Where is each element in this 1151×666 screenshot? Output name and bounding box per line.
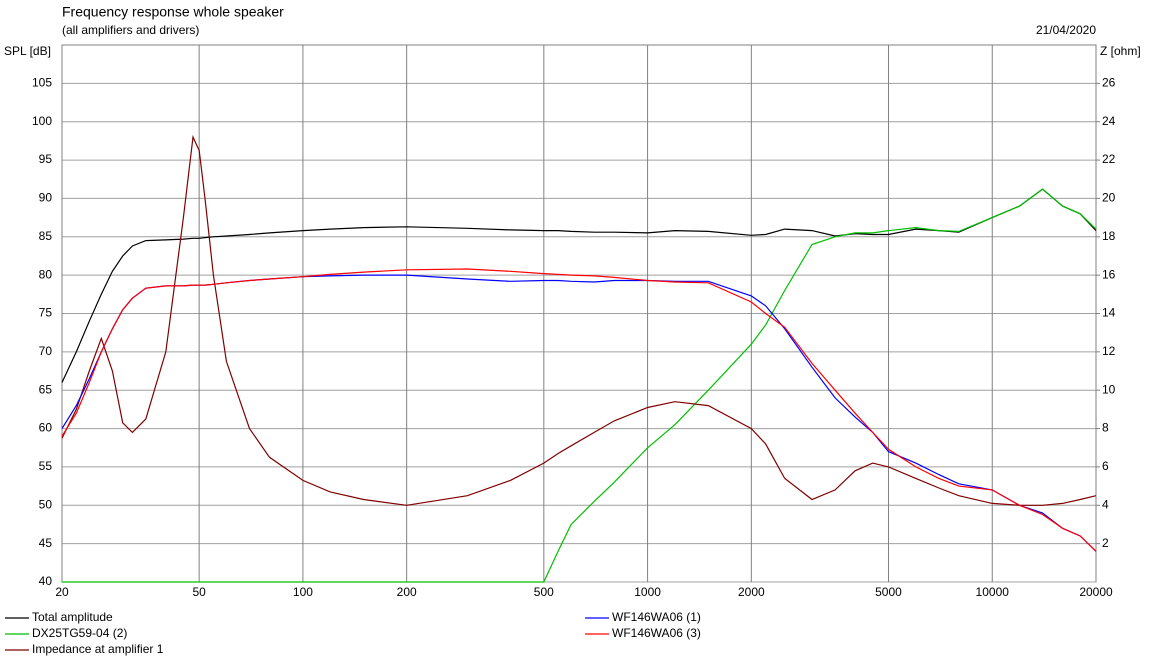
- y2-tick-label: 8: [1102, 421, 1109, 435]
- y2-tick-label: 4: [1102, 497, 1109, 511]
- y2-tick-label: 6: [1102, 459, 1109, 473]
- y2-tick-label: 22: [1102, 152, 1116, 166]
- date: 21/04/2020: [1036, 23, 1096, 37]
- y2-tick-label: 18: [1102, 229, 1116, 243]
- y-tick-label: 100: [32, 114, 52, 128]
- series-line: [61, 188, 1097, 383]
- y-tick-label: 90: [39, 191, 53, 205]
- y-tick-label: 55: [39, 459, 53, 473]
- y-tick-label: 70: [39, 344, 53, 358]
- y2-tick-label: 12: [1102, 344, 1116, 358]
- y-tick-label: 65: [39, 382, 53, 396]
- y2-tick-label: 2: [1102, 536, 1109, 550]
- y2-tick-label: 14: [1102, 306, 1116, 320]
- y2-tick-label: 10: [1102, 382, 1116, 396]
- legend-label: WF146WA06 (3): [612, 626, 701, 640]
- y2-tick-label: 24: [1102, 114, 1116, 128]
- x-tick-label: 10000: [976, 585, 1010, 599]
- y-tick-label: 85: [39, 229, 53, 243]
- y-tick-label: 45: [39, 536, 53, 550]
- chart-title: Frequency response whole speaker: [62, 4, 284, 20]
- legend-label: DX25TG59-04 (2): [32, 626, 127, 640]
- x-tick-label: 1000: [634, 585, 661, 599]
- x-tick-label: 200: [397, 585, 417, 599]
- y2-axis-label: Z [ohm]: [1100, 44, 1141, 58]
- chart-subtitle: (all amplifiers and drivers): [62, 23, 199, 37]
- y2-tick-label: 16: [1102, 267, 1116, 281]
- series-line: [62, 188, 1097, 583]
- x-tick-label: 5000: [875, 585, 902, 599]
- y-tick-label: 40: [39, 574, 53, 588]
- x-tick-label: 500: [534, 585, 554, 599]
- x-tick-label: 50: [192, 585, 206, 599]
- legend-label: Total amplitude: [32, 610, 113, 624]
- y-tick-label: 80: [39, 267, 53, 281]
- x-tick-label: 100: [293, 585, 313, 599]
- y-tick-label: 95: [39, 152, 53, 166]
- y-tick-label: 105: [32, 76, 52, 90]
- x-tick-label: 20000: [1079, 585, 1113, 599]
- series-line: [61, 134, 1097, 506]
- x-tick-label: 20: [55, 585, 69, 599]
- legend-label: WF146WA06 (1): [612, 610, 701, 624]
- y2-tick-label: 20: [1102, 191, 1116, 205]
- y-axis-label: SPL [dB]: [4, 44, 51, 58]
- y-tick-label: 75: [39, 306, 53, 320]
- legend-label: Impedance at amplifier 1: [32, 642, 164, 656]
- y-tick-label: 50: [39, 497, 53, 511]
- y-tick-label: 60: [39, 421, 53, 435]
- x-tick-label: 2000: [738, 585, 765, 599]
- series-line: [61, 268, 1097, 552]
- y2-tick-label: 26: [1102, 76, 1116, 90]
